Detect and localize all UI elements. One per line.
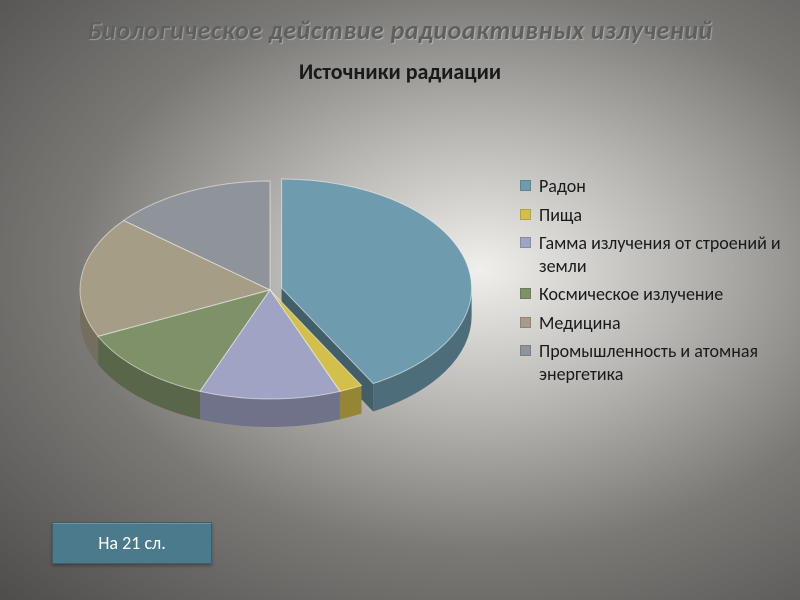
legend-item: Пища xyxy=(520,204,790,227)
legend-label: Космическое излучение xyxy=(539,283,723,306)
next-slide-label: На 21 сл. xyxy=(98,532,166,554)
legend-swatch xyxy=(520,317,531,328)
legend-swatch xyxy=(520,180,531,191)
legend-swatch xyxy=(520,209,531,220)
next-slide-button[interactable]: На 21 сл. xyxy=(52,522,212,564)
legend-item: Промышленность и атомная энергетика xyxy=(520,340,790,385)
pie-svg xyxy=(40,120,500,480)
legend-label: Пища xyxy=(539,204,582,227)
legend-label: Гамма излучения от строений и земли xyxy=(539,232,790,277)
legend-label: Медицина xyxy=(539,312,621,335)
legend-item: Радон xyxy=(520,175,790,198)
legend-label: Радон xyxy=(539,175,586,198)
legend-item: Медицина xyxy=(520,312,790,335)
slide-title: Биологическое действие радиоактивных изл… xyxy=(0,14,800,46)
legend-item: Гамма излучения от строений и земли xyxy=(520,232,790,277)
legend: Радон Пища Гамма излучения от строений и з… xyxy=(520,175,790,391)
pie-chart xyxy=(40,120,500,480)
legend-swatch xyxy=(520,237,531,248)
legend-label: Промышленность и атомная энергетика xyxy=(539,340,790,385)
chart-title: Источники радиации xyxy=(0,58,800,85)
legend-item: Космическое излучение xyxy=(520,283,790,306)
legend-swatch xyxy=(520,288,531,299)
legend-swatch xyxy=(520,345,531,356)
